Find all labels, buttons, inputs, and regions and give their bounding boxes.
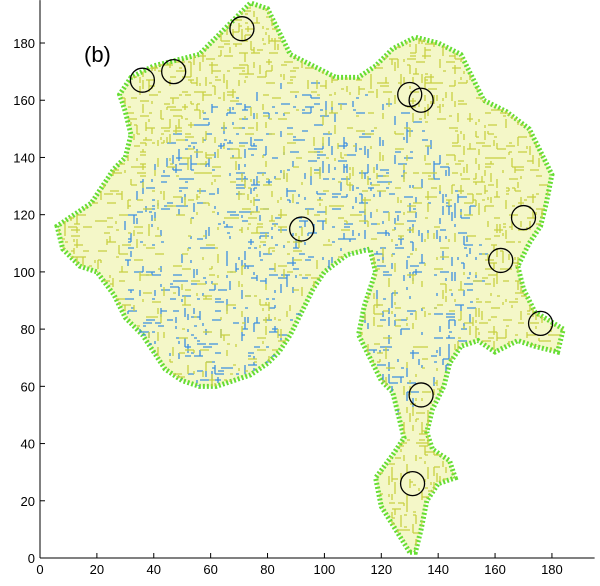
- marker-circle: [510, 204, 537, 231]
- x-tick-label: 120: [370, 562, 392, 577]
- x-tick-label: 100: [314, 562, 336, 577]
- y-tick-label: 40: [21, 437, 35, 452]
- marker-circle: [161, 58, 187, 85]
- y-tick-label: 0: [28, 551, 35, 566]
- x-tick-label: 40: [147, 562, 161, 577]
- y-tick-label: 60: [21, 379, 35, 394]
- marker-circle: [408, 382, 434, 408]
- x-tick-label: 180: [541, 562, 563, 577]
- x-tick-label: 140: [427, 562, 449, 577]
- y-tick-label: 160: [13, 93, 35, 108]
- y-tick-label: 140: [13, 150, 35, 165]
- x-tick-label: 60: [203, 562, 217, 577]
- marker-circle: [527, 310, 554, 337]
- panel-label: (b): [84, 42, 111, 67]
- marker-circle: [408, 87, 434, 113]
- x-tick-label: 20: [90, 562, 104, 577]
- marker-circle: [397, 81, 423, 108]
- marker-circle: [488, 247, 514, 274]
- y-tick-label: 180: [13, 36, 35, 51]
- y-tick-label: 80: [21, 322, 35, 337]
- x-tick-label: 80: [260, 562, 274, 577]
- y-tick-label: 120: [13, 208, 35, 223]
- marker-circle: [229, 16, 255, 42]
- axes: 0 20 40 60 80 100 120 140 160 180 0 20 40 60 80 100 120 1…: [13, 0, 595, 577]
- marker-circle: [129, 67, 156, 93]
- y-tick-label: 100: [13, 265, 35, 280]
- marker-circle: [289, 216, 315, 242]
- marker-circle: [399, 470, 426, 497]
- y-tick-label: 20: [21, 494, 35, 509]
- x-tick-label: 160: [484, 562, 506, 577]
- x-tick-label: 0: [36, 562, 43, 577]
